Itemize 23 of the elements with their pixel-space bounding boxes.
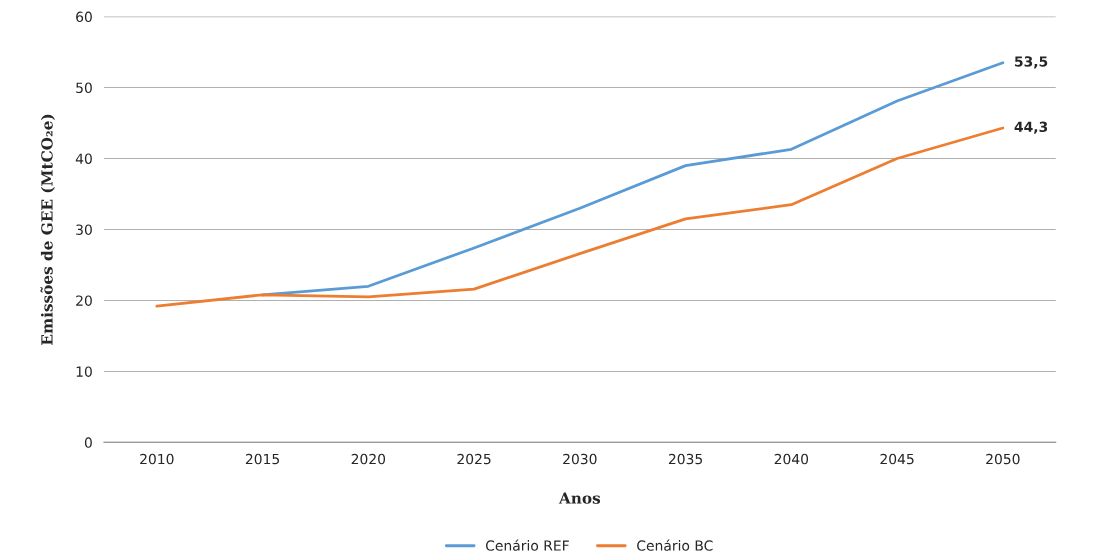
x-axis-title: Anos	[558, 492, 601, 504]
x-tick-label: 2015	[245, 453, 280, 465]
y-tick-label: 30	[76, 224, 92, 235]
y-tick-label: 60	[76, 11, 92, 23]
y-tick-label: 50	[76, 82, 92, 94]
y-axis-title: Emissões de GEE (MtCO₂e)	[40, 114, 55, 345]
y-tick-label: 10	[76, 366, 92, 377]
x-tick-label: 2020	[351, 453, 386, 465]
x-tick-label: 2025	[457, 453, 491, 465]
x-tick-label: 2045	[880, 453, 914, 465]
y-tick-label: 0	[84, 437, 92, 448]
line-series	[155, 126, 1005, 308]
y-tick-label: 40	[75, 153, 92, 164]
legend-label: Cenário REF	[485, 539, 569, 551]
data-label: 44,3	[1014, 121, 1048, 134]
y-tick-label: 20	[76, 295, 92, 306]
x-tick-label: 2035	[668, 453, 703, 465]
x-tick-label: 2010	[140, 453, 174, 465]
x-tick-label: 2030	[563, 453, 597, 465]
x-tick-label: 2050	[986, 453, 1020, 465]
legend-label: Cenário BC	[637, 539, 713, 551]
x-tick-label: 2040	[774, 453, 809, 465]
data-label: 53,5	[1015, 56, 1048, 69]
